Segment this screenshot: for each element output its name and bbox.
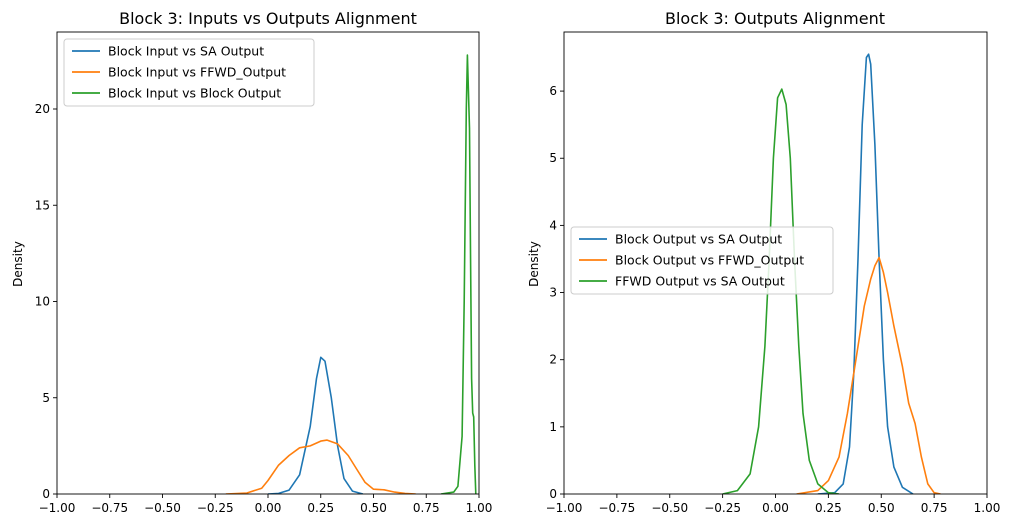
- x-tick-label: −0.25: [704, 501, 741, 515]
- plot-area: −1.00 −0.75 −0.50 −0.25 0.00 0.25 0.50 0.75 1.00…: [35, 31, 493, 515]
- chart-inputs-vs-outputs: Block 3: Inputs vs Outputs Alignment Den…: [11, 9, 492, 515]
- x-tick-label: 1.00: [974, 501, 1001, 515]
- x-tick-label: 0.50: [360, 501, 387, 515]
- y-tick-label: 5: [42, 391, 50, 405]
- y-tick-label: 1: [549, 420, 557, 434]
- series-line-2: [225, 439, 416, 494]
- x-tick-label: −1.00: [546, 501, 583, 515]
- legend: Block Output vs SA Output Block Output vs…: [570, 226, 834, 295]
- x-tick-label: 0.00: [255, 501, 282, 515]
- y-axis-label: Density: [527, 241, 541, 287]
- series-line-1: [817, 53, 914, 494]
- series-line-2: [796, 256, 941, 494]
- legend: Block Input vs SA Output Block Input vs F…: [63, 38, 315, 107]
- series-line-3: [722, 88, 840, 494]
- chart-outputs-alignment: Block 3: Outputs Alignment Density −1.00…: [527, 9, 1000, 515]
- x-tick-label: −0.25: [197, 501, 234, 515]
- series-line-1: [267, 356, 364, 494]
- x-tick-label: −0.75: [91, 501, 128, 515]
- plot-area: −1.00 −0.75 −0.50 −0.25 0.00 0.25 0.50 0.75 1.00…: [546, 31, 1001, 515]
- series-line-3: [440, 54, 477, 494]
- y-tick-label: 4: [549, 218, 557, 232]
- x-tick-label: 0.25: [307, 501, 334, 515]
- y-tick-label: 5: [549, 151, 557, 165]
- x-tick-label: −1.00: [39, 501, 76, 515]
- y-tick-label: 0: [549, 487, 557, 501]
- chart-title: Block 3: Inputs vs Outputs Alignment: [119, 9, 417, 28]
- x-tick-label: −0.75: [598, 501, 635, 515]
- legend-label: FFWD Output vs SA Output: [615, 274, 785, 289]
- y-tick-label: 0: [42, 487, 50, 501]
- legend-label: Block Output vs FFWD_Output: [615, 253, 804, 268]
- y-tick-label: 15: [35, 198, 50, 212]
- x-tick-label: 0.50: [868, 501, 895, 515]
- y-tick-label: 2: [549, 353, 557, 367]
- x-tick-label: −0.50: [651, 501, 688, 515]
- x-tick-label: 0.75: [413, 501, 440, 515]
- legend-label: Block Input vs FFWD_Output: [108, 65, 286, 80]
- x-tick-label: 0.75: [921, 501, 948, 515]
- legend-box: [570, 226, 834, 295]
- y-tick-label: 3: [549, 286, 557, 300]
- x-tick-label: 0.00: [762, 501, 789, 515]
- legend-label: Block Output vs SA Output: [615, 232, 782, 247]
- legend-box: [63, 38, 315, 107]
- y-tick-label: 20: [35, 102, 50, 116]
- legend-label: Block Input vs Block Output: [108, 86, 281, 101]
- y-tick-label: 6: [549, 84, 557, 98]
- x-tick-label: 1.00: [466, 501, 493, 515]
- legend-label: Block Input vs SA Output: [108, 44, 264, 59]
- chart-title: Block 3: Outputs Alignment: [665, 9, 885, 28]
- x-tick-label: 0.25: [815, 501, 842, 515]
- y-axis-label: Density: [11, 241, 25, 287]
- y-tick-label: 10: [35, 295, 50, 309]
- x-tick-label: −0.50: [144, 501, 181, 515]
